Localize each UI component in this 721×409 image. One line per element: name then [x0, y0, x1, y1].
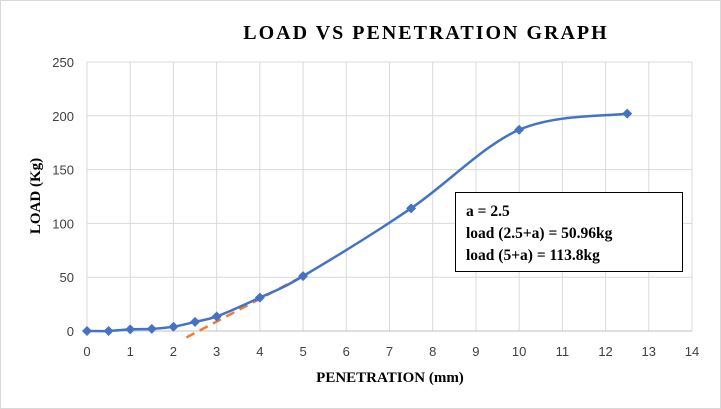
y-tick-label: 100 [52, 216, 74, 231]
annotation-line-load-5: load (5+a) = 113.8kg [466, 247, 600, 264]
data-point-marker [622, 108, 633, 119]
data-point-marker [103, 326, 114, 336]
x-tick-label: 13 [642, 344, 656, 359]
y-tick-label: 150 [52, 163, 74, 178]
annotation-box: a = 2.5 load (2.5+a) = 50.96kg load (5+a… [455, 192, 683, 272]
x-tick-label: 4 [256, 344, 263, 359]
x-tick-label: 6 [343, 344, 350, 359]
series-group [82, 108, 633, 339]
x-tick-labels: 0 1 2 3 4 5 6 7 8 9 10 11 12 13 14 [83, 344, 699, 359]
x-tick-label: 8 [429, 344, 436, 359]
x-tick-label: 2 [170, 344, 177, 359]
data-point-marker [190, 316, 201, 327]
data-point-marker [406, 203, 417, 214]
y-tick-label: 250 [52, 55, 74, 70]
data-point-marker [254, 292, 265, 303]
data-point-marker [125, 324, 136, 335]
x-tick-label: 0 [83, 344, 90, 359]
y-tick-labels: 0 50 100 150 200 250 [52, 55, 74, 339]
data-point-marker [168, 321, 179, 332]
x-tick-label: 11 [556, 344, 570, 359]
x-tick-label: 14 [685, 344, 699, 359]
annotation-line-load-2-5: load (2.5+a) = 50.96kg [466, 225, 613, 242]
x-tick-label: 12 [598, 344, 612, 359]
annotation-line-a: a = 2.5 [466, 203, 510, 220]
x-tick-label: 1 [127, 344, 134, 359]
data-point-marker [82, 326, 92, 336]
x-axis-label: PENETRATION (mm) [316, 370, 464, 386]
data-point-marker [211, 311, 222, 322]
y-tick-label: 0 [67, 324, 74, 339]
x-tick-label: 3 [213, 344, 220, 359]
y-axis-label: LOAD (Kg) [28, 158, 44, 234]
data-point-marker [298, 271, 309, 282]
x-tick-label: 10 [512, 344, 526, 359]
y-tick-label: 50 [60, 270, 74, 285]
x-tick-label: 5 [299, 344, 306, 359]
x-tick-label: 9 [472, 344, 479, 359]
data-point-marker [514, 124, 525, 135]
y-tick-label: 200 [52, 109, 74, 124]
chart-title: LOAD VS PENETRATION GRAPH [243, 22, 608, 44]
x-tick-label: 7 [386, 344, 393, 359]
data-point-marker [146, 323, 157, 334]
